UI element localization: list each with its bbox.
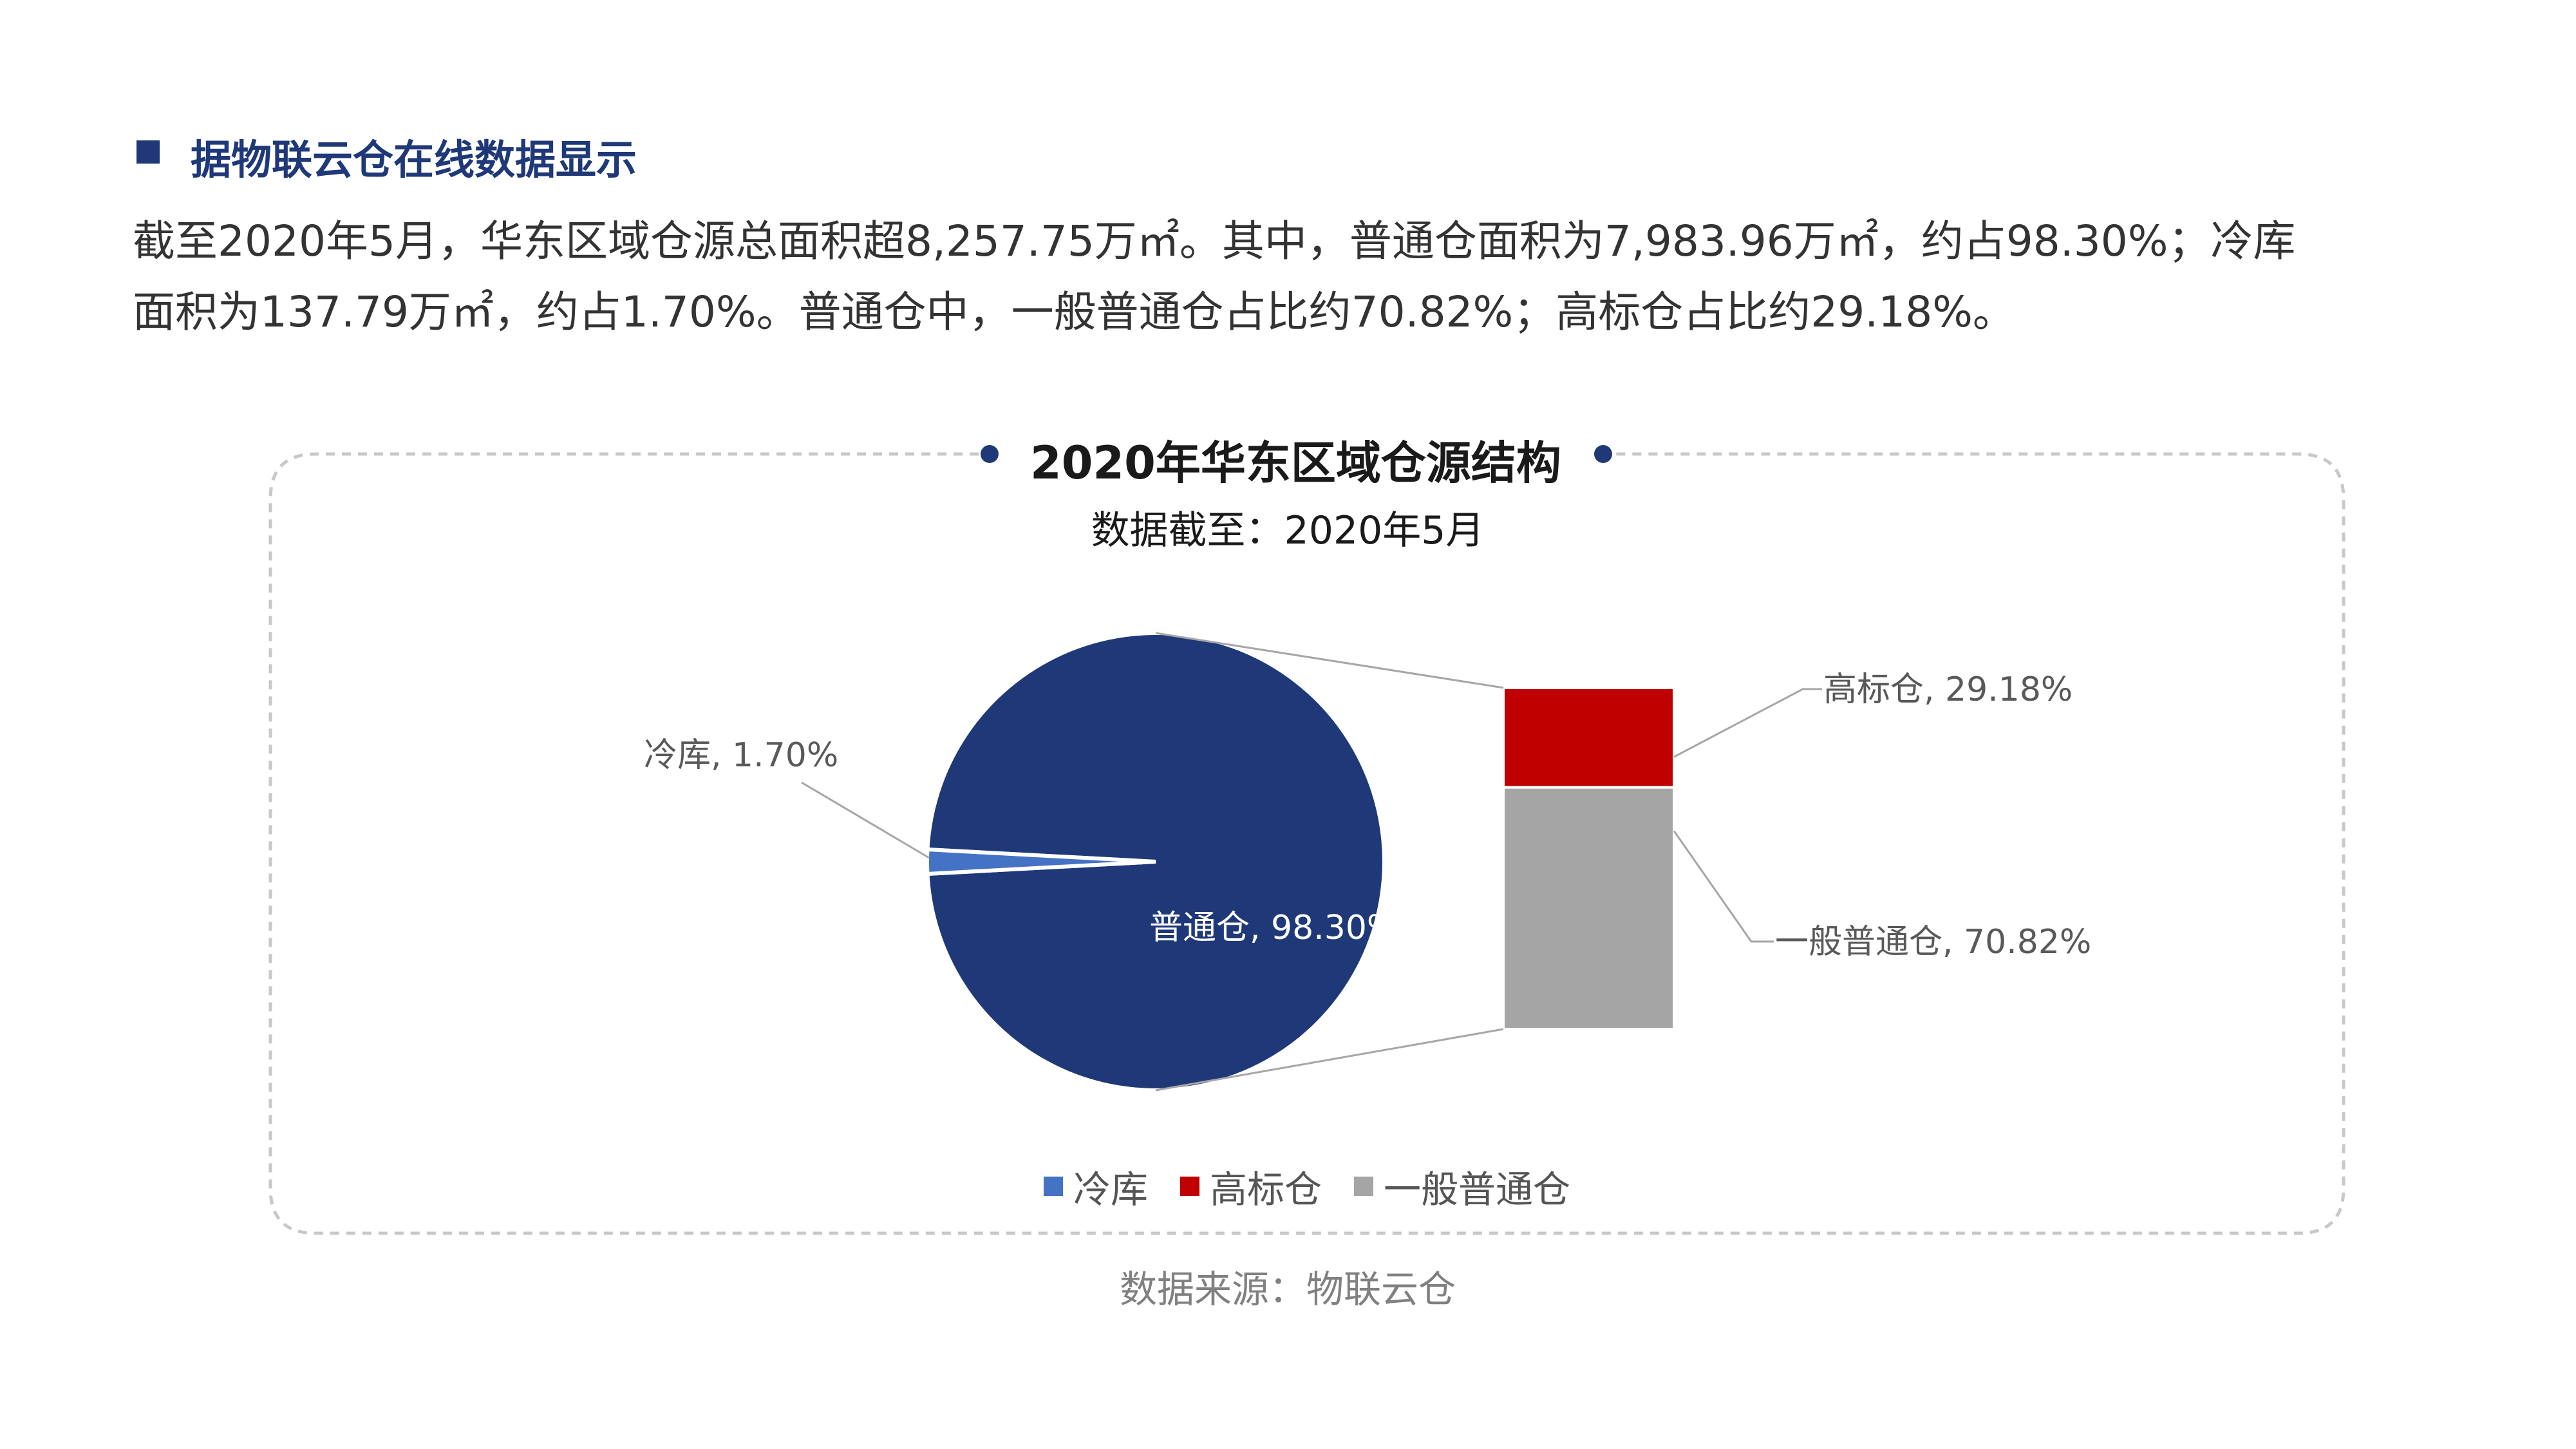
title-dot-left: [981, 445, 999, 463]
chart-frame-border: [268, 452, 2346, 1235]
legend-label-general: 一般普通仓: [1384, 1168, 1571, 1211]
leader-line-cold: [801, 781, 930, 859]
chart-title: 2020年华东区域仓源结构: [1030, 437, 1561, 489]
chart-frame: [268, 445, 2346, 1235]
data-label-high-standard: 高标仓, 29.18%: [1823, 670, 2073, 709]
summary-paragraph: 截至2020年5月，华东区域仓源总面积超8,257.75万㎡。其中，普通仓面积为…: [133, 206, 2476, 348]
legend-item-high: 高标仓: [1180, 1159, 1322, 1213]
legend-item-cold: 冷库: [1043, 1159, 1148, 1213]
pie-slice-cold-storage: [925, 847, 1156, 876]
summary-line-2: 面积为137.79万㎡，约占1.70%。普通仓中，一般普通仓占比约70.82%；…: [133, 287, 2015, 337]
connector-line-bottom: [1155, 1028, 1504, 1092]
leader-line-high: [1673, 688, 1822, 758]
bar-segment-general: [1502, 786, 1675, 1031]
data-label-general-warehouse: 普通仓, 98.30%: [1149, 909, 1398, 947]
chart-subtitle: 数据截至：2020年5月: [1091, 508, 1485, 553]
legend-label-high: 高标仓: [1209, 1168, 1322, 1211]
data-label-cold: 冷库, 1.70%: [644, 736, 838, 775]
section-heading: 据物联云仓在线数据显示: [191, 137, 637, 184]
pie-slice-general-warehouse: [925, 631, 1387, 1092]
title-dot-right: [1594, 445, 1612, 463]
data-label-general: 一般普通仓, 70.82%: [1775, 923, 2091, 961]
chart-legend: 冷库 高标仓 一般普通仓: [1017, 1159, 1597, 1213]
data-source: 数据来源：物联云仓: [1119, 1267, 1456, 1311]
legend-swatch-high: [1180, 1177, 1199, 1196]
legend-label-cold: 冷库: [1073, 1168, 1148, 1211]
legend-swatch-cold: [1043, 1177, 1063, 1196]
leader-line-general: [1673, 830, 1774, 943]
data-labels: 冷库, 1.70% 普通仓, 98.30% 高标仓, 29.18% 一般普通仓, 70…: [644, 670, 2091, 961]
legend-swatch-general: [1354, 1177, 1373, 1196]
heading-bullet: [136, 140, 160, 164]
connector-line-top: [1155, 632, 1504, 689]
summary-line-1: 截至2020年5月，华东区域仓源总面积超8,257.75万㎡。其中，普通仓面积为…: [133, 216, 2296, 266]
stacked-bar-group: [1155, 632, 1675, 1092]
legend-item-general: 一般普通仓: [1354, 1159, 1570, 1213]
bar-segment-high-standard: [1502, 687, 1675, 789]
pie-group: [925, 631, 1387, 1092]
